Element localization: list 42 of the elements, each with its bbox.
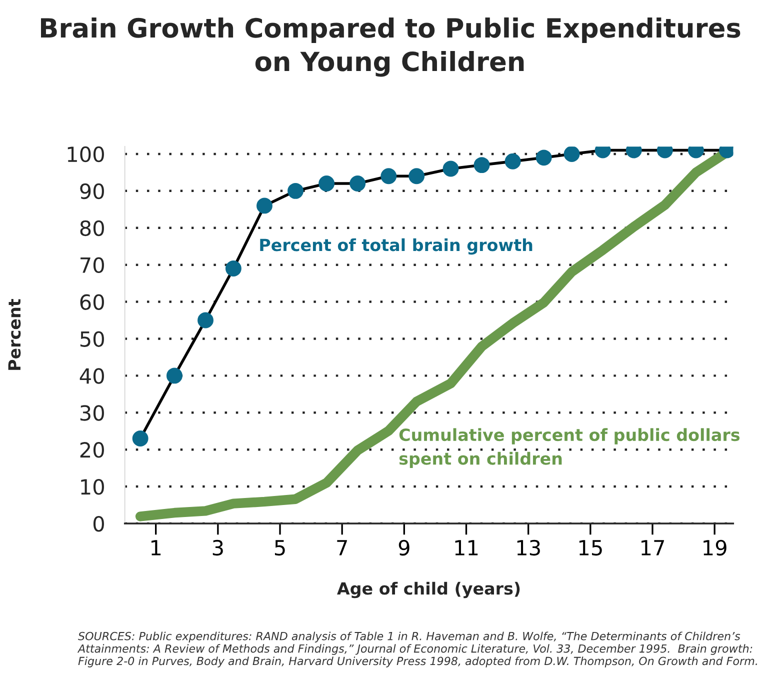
y-tick-label: 30 bbox=[80, 405, 104, 421]
y-tick-label: 40 bbox=[80, 368, 104, 384]
point bbox=[442, 160, 459, 177]
y-tick-label: 60 bbox=[80, 294, 104, 310]
x-tick-label: 3 bbox=[212, 540, 223, 556]
x-tick-label: 17 bbox=[642, 540, 664, 556]
y-tick-label: 90 bbox=[80, 183, 104, 200]
x-tick-label: 7 bbox=[337, 540, 347, 556]
chart-title: Brain Growth Compared to Public Expenditures on Young Children bbox=[41, 17, 740, 77]
y-tick-label: 100 bbox=[68, 146, 104, 162]
x-tick-label: 13 bbox=[517, 540, 540, 556]
y-tick-label: 0 bbox=[93, 516, 104, 532]
point bbox=[225, 260, 242, 277]
y-tick-label: 20 bbox=[80, 442, 104, 458]
point bbox=[380, 168, 397, 184]
x-tick-label: 19 bbox=[704, 540, 726, 556]
x-axis-title: Age of child (years) bbox=[337, 582, 520, 598]
x-tick-label: 15 bbox=[579, 540, 602, 556]
point bbox=[318, 176, 335, 192]
y-axis-title: Percent bbox=[8, 299, 21, 370]
source-note: SOURCES: Public expenditures: RAND analysis of Table 1 in R. Haveman and B. Wolfe, “The Determinants of Children’s Attainments: A Review of Methods and Findings,” Journal of Economic Literature, Vol. 33, December 1995. Brain growth: Figure 2-0 in Purves, Body and Brain, Harvard University Press 1998, adopted from D.W. Thompson, On Growth and Form. bbox=[77, 632, 757, 668]
point bbox=[536, 150, 552, 166]
point bbox=[350, 176, 366, 192]
point bbox=[198, 312, 214, 328]
point bbox=[166, 368, 182, 384]
point bbox=[474, 157, 490, 174]
series-label: Cumulative percent of public dollars spent on children bbox=[399, 428, 740, 468]
y-tick-label: 50 bbox=[80, 331, 104, 347]
y-tick-label: 10 bbox=[81, 479, 104, 495]
point bbox=[504, 153, 521, 170]
point bbox=[256, 198, 272, 214]
x-tick-label: 9 bbox=[398, 540, 410, 556]
series-label: Percent of total brain growth bbox=[260, 238, 532, 255]
point bbox=[288, 182, 304, 199]
x-tick-label: 11 bbox=[455, 540, 478, 556]
point bbox=[408, 168, 425, 184]
x-tick-label: 1 bbox=[152, 540, 161, 556]
point bbox=[132, 430, 148, 446]
x-tick-label: 5 bbox=[274, 540, 285, 556]
y-tick-label: 80 bbox=[80, 220, 104, 236]
point bbox=[564, 146, 580, 162]
y-tick-label: 70 bbox=[80, 257, 104, 274]
